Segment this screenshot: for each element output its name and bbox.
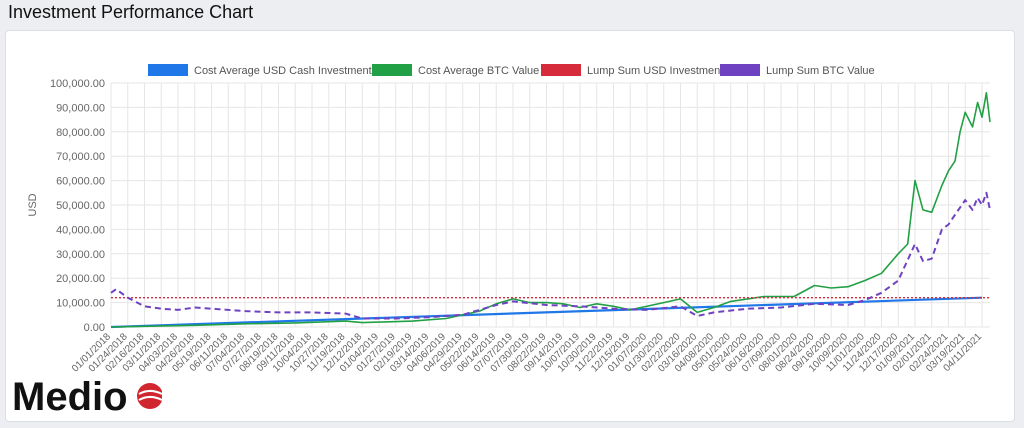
- y-tick-label: 70,000.00: [56, 151, 105, 163]
- y-tick-label: 0.00: [84, 322, 105, 334]
- legend-swatch: [148, 64, 188, 76]
- legend-label: Lump Sum USD Investment: [587, 65, 723, 77]
- chart-card: 0.00 10,000.00 20,000.00 30,000.00 40,000.00…: [5, 30, 1015, 422]
- y-tick-label: 60,000.00: [56, 176, 105, 188]
- legend-swatch: [720, 64, 760, 76]
- legend-swatch: [541, 64, 581, 76]
- legend-label: Cost Average BTC Value: [418, 65, 539, 77]
- series-line: [110, 296, 983, 329]
- y-tick-label: 80,000.00: [56, 127, 105, 139]
- page-title: Investment Performance Chart: [8, 2, 254, 22]
- series-line: [110, 191, 991, 320]
- y-tick-label: 30,000.00: [56, 249, 105, 261]
- y-tick-label: 50,000.00: [56, 200, 105, 212]
- logo-wordmark: Medio: [12, 375, 128, 418]
- legend-swatch: [372, 64, 412, 76]
- series-line: [110, 91, 991, 328]
- legend-label: Cost Average USD Cash Investment: [194, 65, 372, 77]
- legend-label: Lump Sum BTC Value: [766, 65, 875, 77]
- y-tick-label: 100,000.00: [50, 78, 105, 90]
- y-axis-label: USD: [27, 193, 39, 216]
- y-tick-label: 90,000.00: [56, 102, 105, 114]
- ball-icon: [137, 383, 162, 409]
- y-tick-label: 10,000.00: [56, 298, 105, 310]
- y-tick-label: 20,000.00: [56, 273, 105, 285]
- medio-logo: Medio: [12, 375, 162, 418]
- line-chart: 0.00 10,000.00 20,000.00 30,000.00 40,000.00…: [27, 64, 991, 375]
- y-tick-label: 40,000.00: [56, 224, 105, 236]
